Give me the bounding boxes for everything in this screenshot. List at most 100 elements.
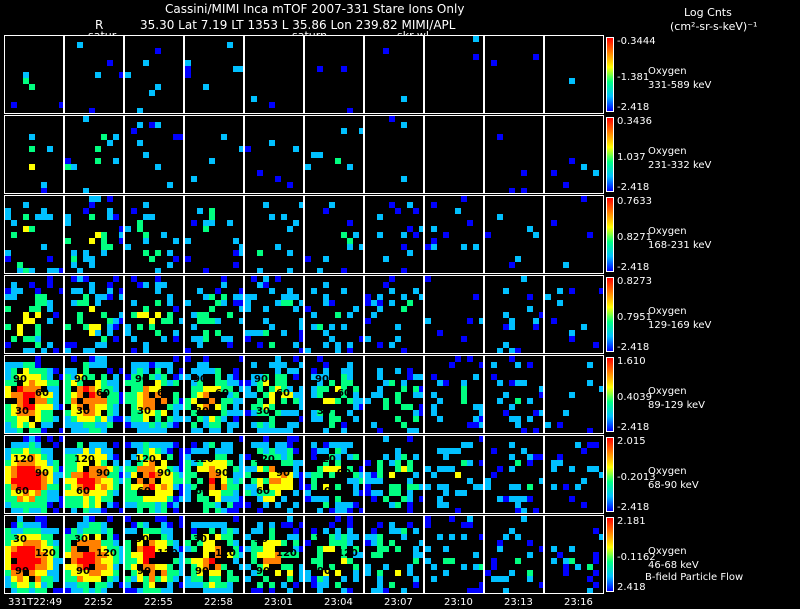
- heatmap-panel: 30 120 90: [124, 515, 184, 594]
- heatmap-pixel: [29, 540, 35, 546]
- heatmap-pixel: [167, 294, 173, 300]
- heatmap-pixel: [161, 576, 167, 582]
- heatmap-pixel: [65, 398, 71, 404]
- heatmap-pixel: [35, 362, 41, 368]
- heatmap-pixel: [365, 478, 371, 484]
- heatmap-pixel: [497, 214, 503, 220]
- heatmap-pixel: [227, 540, 233, 546]
- heatmap-panel: [484, 275, 544, 354]
- heatmap-pixel: [203, 522, 209, 528]
- heatmap-pixel: [95, 496, 101, 502]
- heatmap-pixel: [167, 570, 173, 576]
- heatmap-pixel: [5, 428, 11, 433]
- heatmap-pixel: [257, 448, 263, 454]
- heatmap-pixel: [131, 472, 137, 478]
- heatmap-pixel: [23, 386, 29, 392]
- heatmap-pixel: [191, 380, 197, 386]
- heatmap-pixel: [593, 552, 599, 558]
- heatmap-pixel: [263, 490, 269, 496]
- heatmap-pixel: [221, 522, 227, 528]
- heatmap-pixel: [89, 108, 95, 113]
- heatmap-pixel: [311, 324, 317, 330]
- heatmap-pixel: [35, 442, 41, 448]
- heatmap-pixel: [53, 392, 59, 398]
- heatmap-pixel: [161, 564, 167, 570]
- heatmap-pixel: [281, 294, 287, 300]
- heatmap-pixel: [473, 294, 479, 300]
- heatmap-pixel: [233, 410, 239, 416]
- heatmap-pixel: [185, 466, 191, 472]
- heatmap-pixel: [299, 570, 303, 576]
- heatmap-pixel: [563, 182, 569, 188]
- heatmap-pixel: [5, 552, 11, 558]
- heatmap-pixel: [395, 484, 401, 490]
- heatmap-pixel: [131, 392, 137, 398]
- heatmap-pixel: [227, 428, 233, 433]
- heatmap-pixel: [23, 540, 29, 546]
- heatmap-pixel: [263, 502, 269, 508]
- heatmap-pixel: [287, 386, 293, 392]
- heatmap-pixel: [155, 122, 161, 128]
- heatmap-pixel: [137, 576, 143, 582]
- heatmap-pixel: [251, 374, 257, 380]
- heatmap-pixel: [323, 362, 329, 368]
- heatmap-pixel: [11, 490, 17, 496]
- heatmap-pixel: [89, 528, 95, 534]
- heatmap-pixel: [35, 392, 41, 398]
- heatmap-pixel: [11, 478, 17, 484]
- heatmap-pixel: [77, 42, 83, 48]
- heatmap-pixel: [59, 588, 63, 593]
- heatmap-pixel: [17, 528, 23, 534]
- heatmap-pixel: [101, 294, 107, 300]
- heatmap-pixel: [71, 546, 77, 552]
- heatmap-pixel: [41, 428, 47, 433]
- heatmap-pixel: [83, 428, 89, 433]
- contour-label: 90: [256, 566, 270, 577]
- heatmap-pixel: [239, 306, 243, 312]
- heatmap-pixel: [443, 454, 449, 460]
- heatmap-pixel: [557, 460, 563, 466]
- heatmap-pixel: [137, 552, 143, 558]
- heatmap-pixel: [191, 472, 197, 478]
- heatmap-pixel: [263, 558, 269, 564]
- heatmap-pixel: [509, 442, 515, 448]
- heatmap-pixel: [449, 516, 455, 522]
- heatmap-pixel: [65, 380, 71, 386]
- heatmap-pixel: [17, 490, 23, 496]
- heatmap-pixel: [209, 522, 215, 528]
- heatmap-pixel: [287, 534, 293, 540]
- heatmap-pixel: [269, 362, 275, 368]
- heatmap-pixel: [83, 348, 89, 353]
- energy-range: 231-332 keV: [648, 160, 712, 171]
- heatmap-pixel: [419, 404, 423, 410]
- heatmap-pixel: [89, 442, 95, 448]
- heatmap-pixel: [353, 232, 359, 238]
- heatmap-pixel: [77, 502, 83, 508]
- heatmap-pixel: [167, 490, 173, 496]
- heatmap-pixel: [101, 250, 107, 256]
- heatmap-pixel: [377, 392, 383, 398]
- heatmap-pixel: [305, 576, 311, 582]
- heatmap-pixel: [53, 368, 59, 374]
- heatmap-panel: [304, 195, 364, 274]
- heatmap-pixel: [479, 564, 483, 570]
- heatmap-pixel: [575, 564, 581, 570]
- heatmap-pixel: [359, 552, 363, 558]
- heatmap-pixel: [17, 582, 23, 588]
- heatmap-pixel: [401, 386, 407, 392]
- heatmap-pixel: [191, 410, 197, 416]
- heatmap-pixel: [5, 306, 11, 312]
- heatmap-pixel: [23, 416, 29, 422]
- heatmap-pixel: [107, 196, 113, 202]
- heatmap-pixel: [167, 416, 173, 422]
- heatmap-pixel: [107, 582, 113, 588]
- heatmap-pixel: [5, 250, 11, 256]
- heatmap-pixel: [203, 368, 209, 374]
- heatmap-pixel: [233, 502, 239, 508]
- heatmap-pixel: [95, 416, 101, 422]
- heatmap-pixel: [83, 528, 89, 534]
- heatmap-pixel: [587, 564, 593, 570]
- heatmap-pixel: [419, 484, 423, 490]
- heatmap-pixel: [323, 368, 329, 374]
- heatmap-pixel: [161, 448, 167, 454]
